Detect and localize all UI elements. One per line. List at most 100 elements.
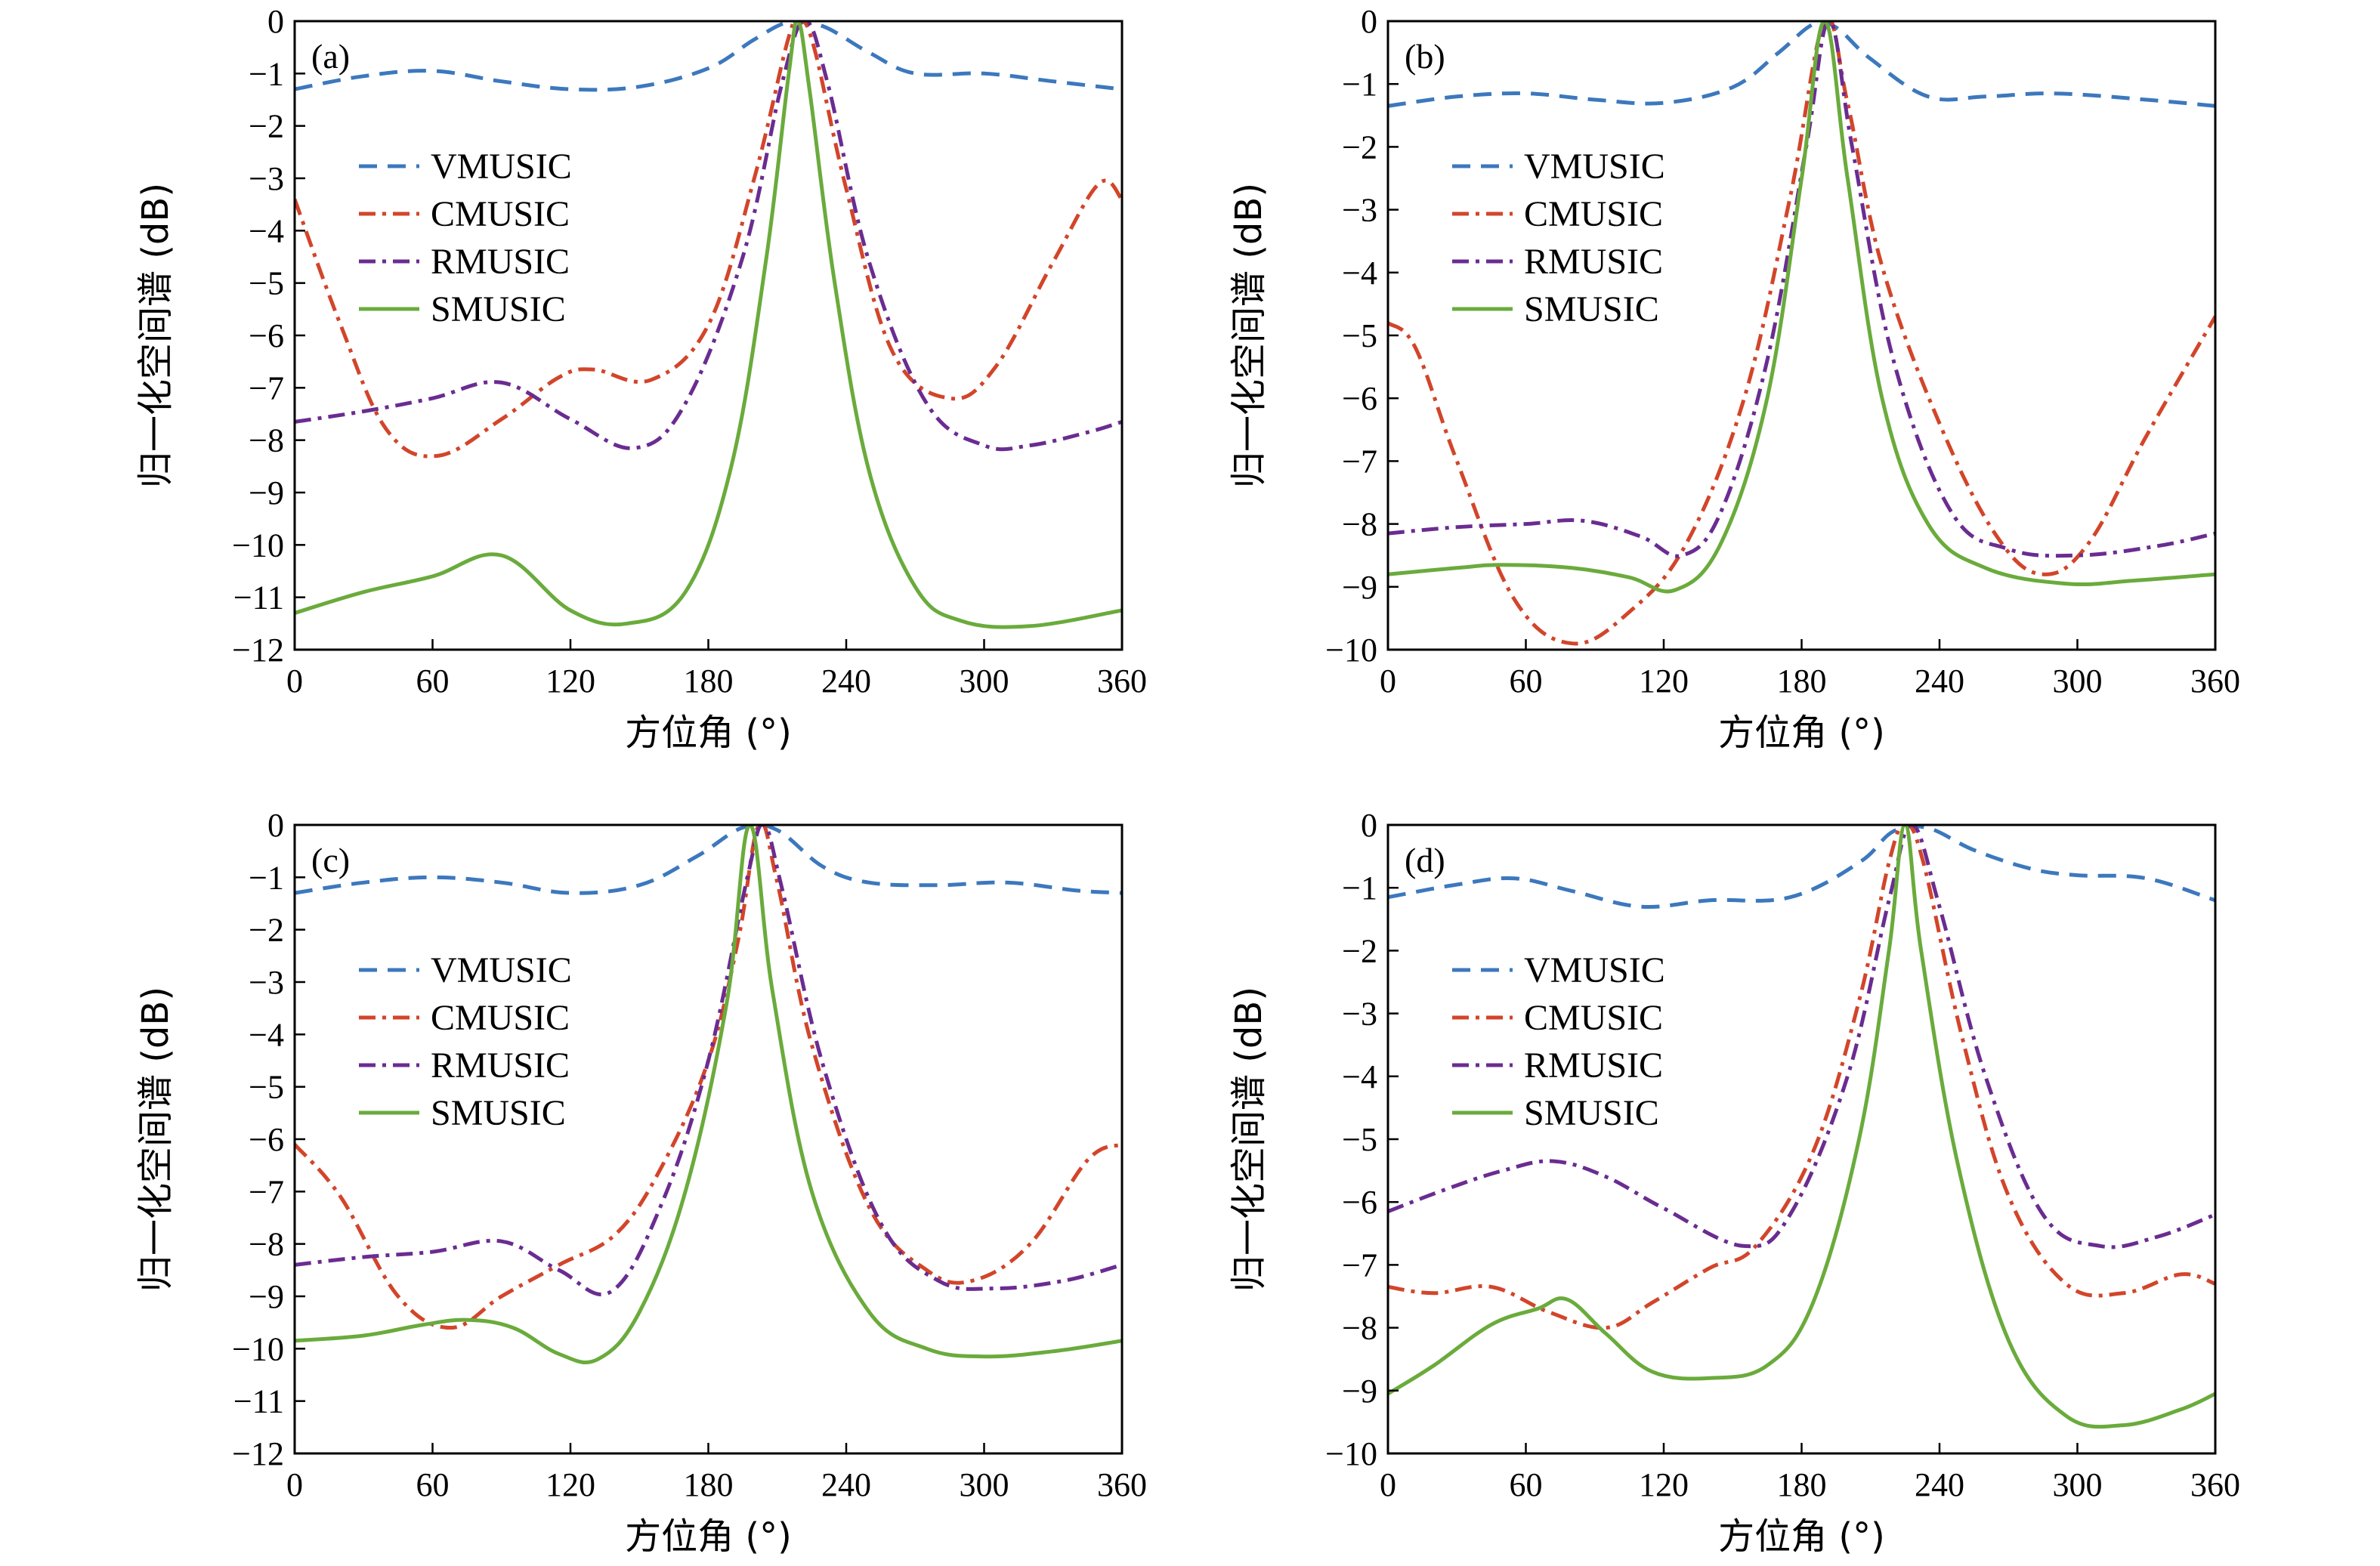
y-tick-label: −7 <box>1342 1246 1377 1283</box>
plot-frame <box>293 20 1124 651</box>
y-axis-label: 归一化空间谱 (dB) <box>134 987 177 1292</box>
y-tick-label: −11 <box>233 1383 284 1420</box>
series-line-vmusic <box>295 825 1122 895</box>
x-tick-label: 60 <box>1510 1466 1543 1503</box>
y-tick-label: −10 <box>1325 632 1377 669</box>
x-axis-label: 方位角 (°) <box>625 1515 792 1558</box>
y-tick-label: 0 <box>1361 3 1377 40</box>
x-tick-label: 60 <box>1510 663 1543 700</box>
chart-panel-a: 0 60 120 180 240 300 360 0 −1 −2 −3 −4 −5 −6 −7 −8 −9 −10… <box>134 3 1147 754</box>
y-tick-label: −6 <box>1342 380 1377 417</box>
x-tick-label: 180 <box>1777 663 1827 700</box>
x-tick-label: 360 <box>2190 663 2240 700</box>
y-tick-label: −10 <box>1325 1435 1377 1472</box>
x-axis: 0 60 120 180 240 300 360 <box>286 639 1147 700</box>
x-tick-label: 240 <box>1915 663 1964 700</box>
legend-label-rmusic: RMUSIC <box>1524 242 1663 282</box>
series-line-vmusic <box>295 21 1122 92</box>
x-axis-label: 方位角 (°) <box>1718 1515 1885 1558</box>
y-tick-label: −7 <box>1342 443 1377 480</box>
y-tick-label: −1 <box>1342 66 1377 103</box>
y-tick-label: −6 <box>249 317 284 354</box>
x-tick-label: 360 <box>2190 1466 2240 1503</box>
x-tick-label: 300 <box>2053 1466 2103 1503</box>
legend-label-smusic: SMUSIC <box>431 289 566 329</box>
y-tick-label: −1 <box>1342 869 1377 907</box>
x-tick-label: 300 <box>960 663 1009 700</box>
y-axis-label: 归一化空间谱 (dB) <box>134 183 177 488</box>
y-tick-label: −1 <box>249 859 284 896</box>
y-tick-label: −4 <box>1342 255 1377 292</box>
series-line-smusic <box>295 825 1122 1364</box>
x-tick-label: 180 <box>684 663 734 700</box>
panel-label: (a) <box>311 37 350 76</box>
legend-label-cmusic: CMUSIC <box>431 998 570 1038</box>
y-tick-label: −3 <box>249 964 284 1001</box>
plot-area <box>1388 21 2215 646</box>
plot-area <box>1388 825 2215 1429</box>
y-tick-label: −5 <box>1342 317 1377 354</box>
chart-panel-d: 0 60 120 180 240 300 360 0 −1 −2 −3 −4 −5 −6 −7 −8 −9 −10… <box>1228 807 2240 1558</box>
x-tick-label: 300 <box>960 1466 1009 1503</box>
plot-area <box>295 825 1122 1364</box>
x-tick-label: 120 <box>1639 663 1689 700</box>
x-tick-label: 120 <box>1639 1466 1689 1503</box>
chart-panel-c: 0 60 120 180 240 300 360 0 −1 −2 −3 −4 −5 −6 −7 −8 −9 −10… <box>134 807 1147 1558</box>
legend-label-cmusic: CMUSIC <box>431 194 570 234</box>
y-tick-label: −4 <box>249 1016 284 1053</box>
y-tick-label: −8 <box>249 1226 284 1263</box>
series-line-smusic <box>1388 21 2215 594</box>
y-tick-label: −8 <box>1342 506 1377 543</box>
x-tick-label: 180 <box>684 1466 734 1503</box>
y-tick-label: −5 <box>249 1069 284 1106</box>
chart-panel-b: 0 60 120 180 240 300 360 0 −1 −2 −3 −4 −5 −6 −7 −8 −9 −10… <box>1228 3 2240 754</box>
series-line-smusic <box>295 21 1122 629</box>
legend-label-vmusic: VMUSIC <box>1524 950 1665 990</box>
legend-label-vmusic: VMUSIC <box>431 147 572 187</box>
y-axis-label: 归一化空间谱 (dB) <box>1228 183 1270 488</box>
x-tick-label: 0 <box>1380 663 1396 700</box>
series-line-cmusic <box>1388 21 2215 646</box>
series-line-rmusic <box>295 825 1122 1297</box>
y-axis-label: 归一化空间谱 (dB) <box>1228 987 1270 1292</box>
y-tick-label: −9 <box>1342 1373 1377 1410</box>
y-tick-label: −9 <box>249 474 284 511</box>
y-axis: 0 −1 −2 −3 −4 −5 −6 −7 −8 −9 −10 <box>1325 807 1399 1472</box>
x-axis: 0 60 120 180 240 300 360 <box>286 1443 1147 1503</box>
legend-label-vmusic: VMUSIC <box>1524 147 1665 187</box>
series-line-rmusic <box>1388 825 2215 1249</box>
y-tick-label: −4 <box>1342 1058 1377 1095</box>
x-tick-label: 120 <box>546 1466 595 1503</box>
y-tick-label: −3 <box>1342 996 1377 1033</box>
series-line-rmusic <box>295 21 1122 452</box>
y-tick-label: 0 <box>267 3 284 40</box>
legend-label-rmusic: RMUSIC <box>431 242 570 282</box>
series-line-smusic <box>1388 825 2215 1429</box>
x-tick-label: 0 <box>1380 1466 1396 1503</box>
y-tick-label: −6 <box>249 1121 284 1158</box>
y-tick-label: −8 <box>249 422 284 459</box>
y-tick-label: −6 <box>1342 1184 1377 1221</box>
y-tick-label: −5 <box>249 265 284 302</box>
y-tick-label: −12 <box>232 632 284 669</box>
y-tick-label: 0 <box>1361 807 1377 844</box>
series-line-cmusic <box>1388 825 2215 1330</box>
legend-label-cmusic: CMUSIC <box>1524 194 1663 234</box>
y-tick-label: −12 <box>232 1435 284 1472</box>
x-tick-label: 300 <box>2053 663 2103 700</box>
x-axis-label: 方位角 (°) <box>1718 712 1885 754</box>
y-tick-label: −10 <box>232 527 284 564</box>
legend-label-vmusic: VMUSIC <box>431 950 572 990</box>
series-line-rmusic <box>1388 21 2215 558</box>
y-tick-label: −2 <box>249 912 284 949</box>
legend: VMUSIC CMUSIC RMUSIC SMUSIC <box>1452 950 1665 1133</box>
x-axis: 0 60 120 180 240 300 360 <box>1380 1443 2240 1503</box>
y-tick-label: −9 <box>1342 569 1377 606</box>
y-axis: 0 −1 −2 −3 −4 −5 −6 −7 −8 −9 −10 −11 −12 <box>232 807 305 1472</box>
x-tick-label: 60 <box>416 663 450 700</box>
legend-label-rmusic: RMUSIC <box>431 1046 570 1086</box>
legend: VMUSIC CMUSIC RMUSIC SMUSIC <box>359 950 572 1133</box>
y-tick-label: −2 <box>1342 128 1377 165</box>
y-tick-label: −3 <box>1342 192 1377 229</box>
